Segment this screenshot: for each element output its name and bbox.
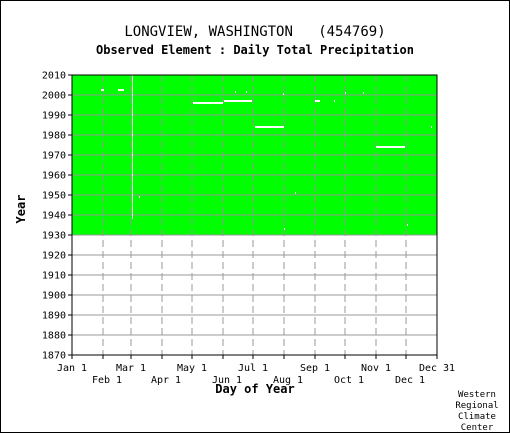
y-tick-label: 1930 <box>42 231 66 242</box>
x-tick-label: Oct 1 <box>334 375 364 386</box>
y-tick-label: 1870 <box>42 351 66 362</box>
credit-line: Climate <box>458 412 496 422</box>
missing-data-segment <box>118 89 124 91</box>
y-tick-label: 1950 <box>42 191 66 202</box>
y-tick-label: 1940 <box>42 211 66 222</box>
y-tick-label: 1900 <box>42 291 66 302</box>
missing-data-segment <box>295 192 296 194</box>
x-tick-label: Feb 1 <box>92 375 122 386</box>
credit-line: Western <box>458 390 496 400</box>
y-tick-label: 1980 <box>42 131 66 142</box>
missing-data-segment <box>334 100 335 102</box>
x-tick-label: Dec 31 <box>419 363 455 374</box>
missing-data-segment <box>407 224 408 226</box>
missing-data-segment <box>255 126 284 128</box>
x-tick-label: Jul 1 <box>238 363 268 374</box>
y-tick-label: 1970 <box>42 151 66 162</box>
missing-data-segment <box>246 91 247 93</box>
y-tick-label: 1990 <box>42 111 66 122</box>
missing-data-segment <box>376 146 405 148</box>
x-tick-label: Sep 1 <box>300 363 330 374</box>
missing-data-segment <box>345 92 346 94</box>
missing-data-segment <box>284 228 285 230</box>
missing-data-segment <box>139 196 140 198</box>
credit-text: Western Regional Climate Center <box>450 390 504 433</box>
x-tick-label: Jun 1 <box>212 375 242 386</box>
y-tick-label: 1920 <box>42 251 66 262</box>
y-tick-label: 2000 <box>42 91 66 102</box>
y-axis-label: Year <box>14 194 28 224</box>
y-tick-label: 1890 <box>42 311 66 322</box>
x-tick-label: Mar 1 <box>116 363 146 374</box>
y-tick-label: 1880 <box>42 331 66 342</box>
x-axis-label: Day of Year <box>215 382 295 396</box>
x-tick-label: Jan 1 <box>57 363 87 374</box>
x-tick-label: Aug 1 <box>273 375 303 386</box>
missing-data-segment <box>235 91 236 93</box>
missing-data-segment <box>363 92 364 94</box>
missing-data-column <box>132 75 133 219</box>
missing-data-segment <box>283 93 284 95</box>
chart-title: LONGVIEW, WASHINGTON (454769) <box>124 24 386 40</box>
y-tick-label: 1910 <box>42 271 66 282</box>
x-tick-label: Dec 1 <box>395 375 425 386</box>
x-tick-label: Nov 1 <box>361 363 391 374</box>
credit-line: Center <box>460 423 494 433</box>
missing-data-segment <box>431 126 432 128</box>
x-tick-label: Apr 1 <box>151 375 181 386</box>
missing-data-segment <box>193 102 223 104</box>
chart-subtitle: Observed Element : Daily Total Precipita… <box>96 43 414 57</box>
credit-line: Regional <box>455 401 499 411</box>
y-tick-label: 2010 <box>42 71 66 82</box>
y-tick-label: 1960 <box>42 171 66 182</box>
missing-data-segment <box>101 89 104 91</box>
missing-data-segment <box>315 100 320 102</box>
x-tick-label: May 1 <box>177 363 207 374</box>
missing-data-segment <box>224 100 252 102</box>
